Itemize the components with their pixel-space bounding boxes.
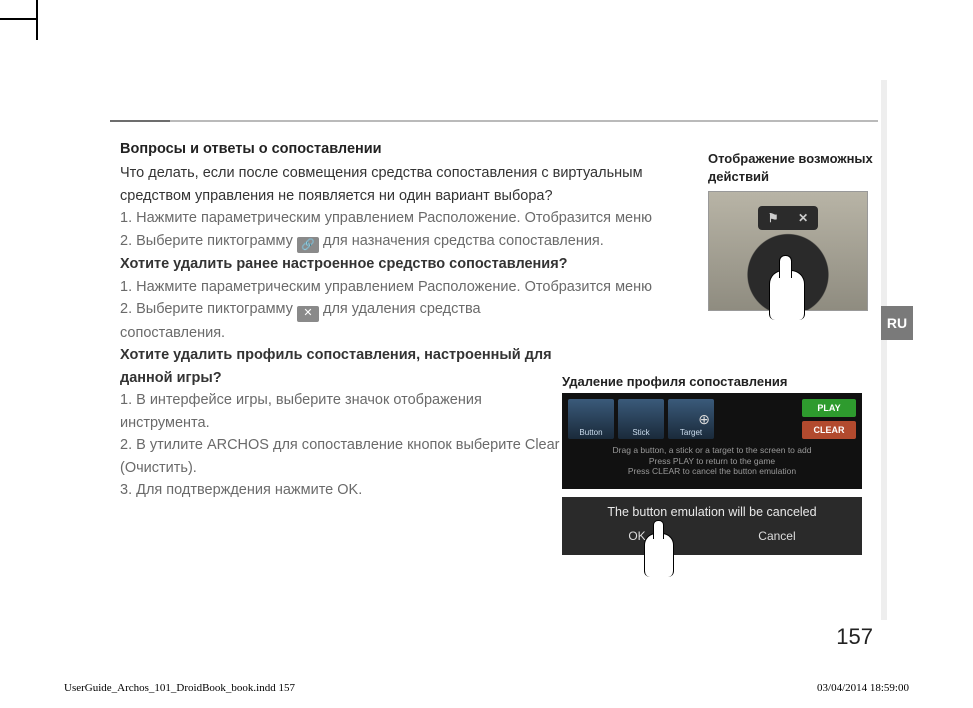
thumb-target: Target <box>668 399 714 439</box>
language-tab: RU <box>881 306 913 340</box>
q1-step2-post: для назначения средства сопоставления. <box>319 233 604 249</box>
margin-bar <box>881 80 887 620</box>
thumb-target-label: Target <box>668 428 714 437</box>
hand-pointer-icon <box>644 533 674 577</box>
clear-button[interactable]: CLEAR <box>802 421 856 439</box>
dialog-ok-button[interactable]: OK <box>628 529 645 543</box>
page-number: 157 <box>836 624 873 650</box>
section-heading: Вопросы и ответы о сопоставлении <box>120 138 680 160</box>
q2-step1: 1. Нажмите параметрическим управлением Р… <box>120 276 680 298</box>
thumb-button-label: Button <box>568 428 614 437</box>
figure-1-image: ⚑✕ <box>708 191 868 311</box>
footer-timestamp: 03/04/2014 18:59:00 <box>817 682 909 694</box>
play-button[interactable]: PLAY <box>802 399 856 417</box>
q2-step2-pre: 2. Выберите пиктограмму <box>120 301 297 317</box>
print-footer: UserGuide_Archos_101_DroidBook_book.indd… <box>64 682 909 694</box>
thumb-stick: Stick <box>618 399 664 439</box>
figure-2-title: Удаление профиля сопоставления <box>562 374 862 389</box>
header-rule <box>110 120 878 122</box>
popup-overlay: ⚑✕ <box>758 206 818 230</box>
q3-step2: 2. В утилите ARCHOS для сопоставление кн… <box>120 434 560 479</box>
q3-step3: 3. Для подтверждения нажмите OK. <box>120 479 560 501</box>
link-icon: 🔗 <box>297 237 319 253</box>
footer-filename: UserGuide_Archos_101_DroidBook_book.indd… <box>64 682 295 694</box>
figure-2: Удаление профиля сопоставления Button St… <box>562 374 862 555</box>
dialog-cancel-button[interactable]: Cancel <box>758 529 795 543</box>
figure-1: Отображение возможных действий ⚑✕ <box>708 150 878 311</box>
mapping-tool-panel: Button Stick Target PLAY CLEAR Drag a bu… <box>562 393 862 489</box>
dialog-message: The button emulation will be canceled <box>572 505 852 519</box>
thumb-button: Button <box>568 399 614 439</box>
confirm-dialog: The button emulation will be canceled OK… <box>562 497 862 555</box>
hint-line-3: Press CLEAR to cancel the button emulati… <box>568 466 856 477</box>
question-3: Хотите удалить профиль сопоставления, на… <box>120 344 560 389</box>
q2-step2: 2. Выберите пиктограмму ✕ для удаления с… <box>120 298 560 344</box>
question-1: Что делать, если после совмещения средст… <box>120 162 680 207</box>
q1-step1: 1. Нажмите параметрическим управлением Р… <box>120 207 680 229</box>
q1-step2-pre: 2. Выберите пиктограмму <box>120 233 297 249</box>
figure-1-title: Отображение возможных действий <box>708 150 878 185</box>
hint-line-2: Press PLAY to return to the game <box>568 456 856 467</box>
crop-mark-h <box>0 18 38 20</box>
close-icon: ✕ <box>297 306 319 322</box>
crop-mark-v <box>36 0 38 40</box>
hand-pointer-icon <box>769 270 805 320</box>
q1-step2: 2. Выберите пиктограмму 🔗 для назначения… <box>120 230 680 254</box>
panel-hint: Drag a button, a stick or a target to th… <box>568 445 856 477</box>
hint-line-1: Drag a button, a stick or a target to th… <box>568 445 856 456</box>
question-2: Хотите удалить ранее настроенное средств… <box>120 253 680 275</box>
q3-step1: 1. В интерфейсе игры, выберите значок от… <box>120 389 560 434</box>
thumb-stick-label: Stick <box>618 428 664 437</box>
